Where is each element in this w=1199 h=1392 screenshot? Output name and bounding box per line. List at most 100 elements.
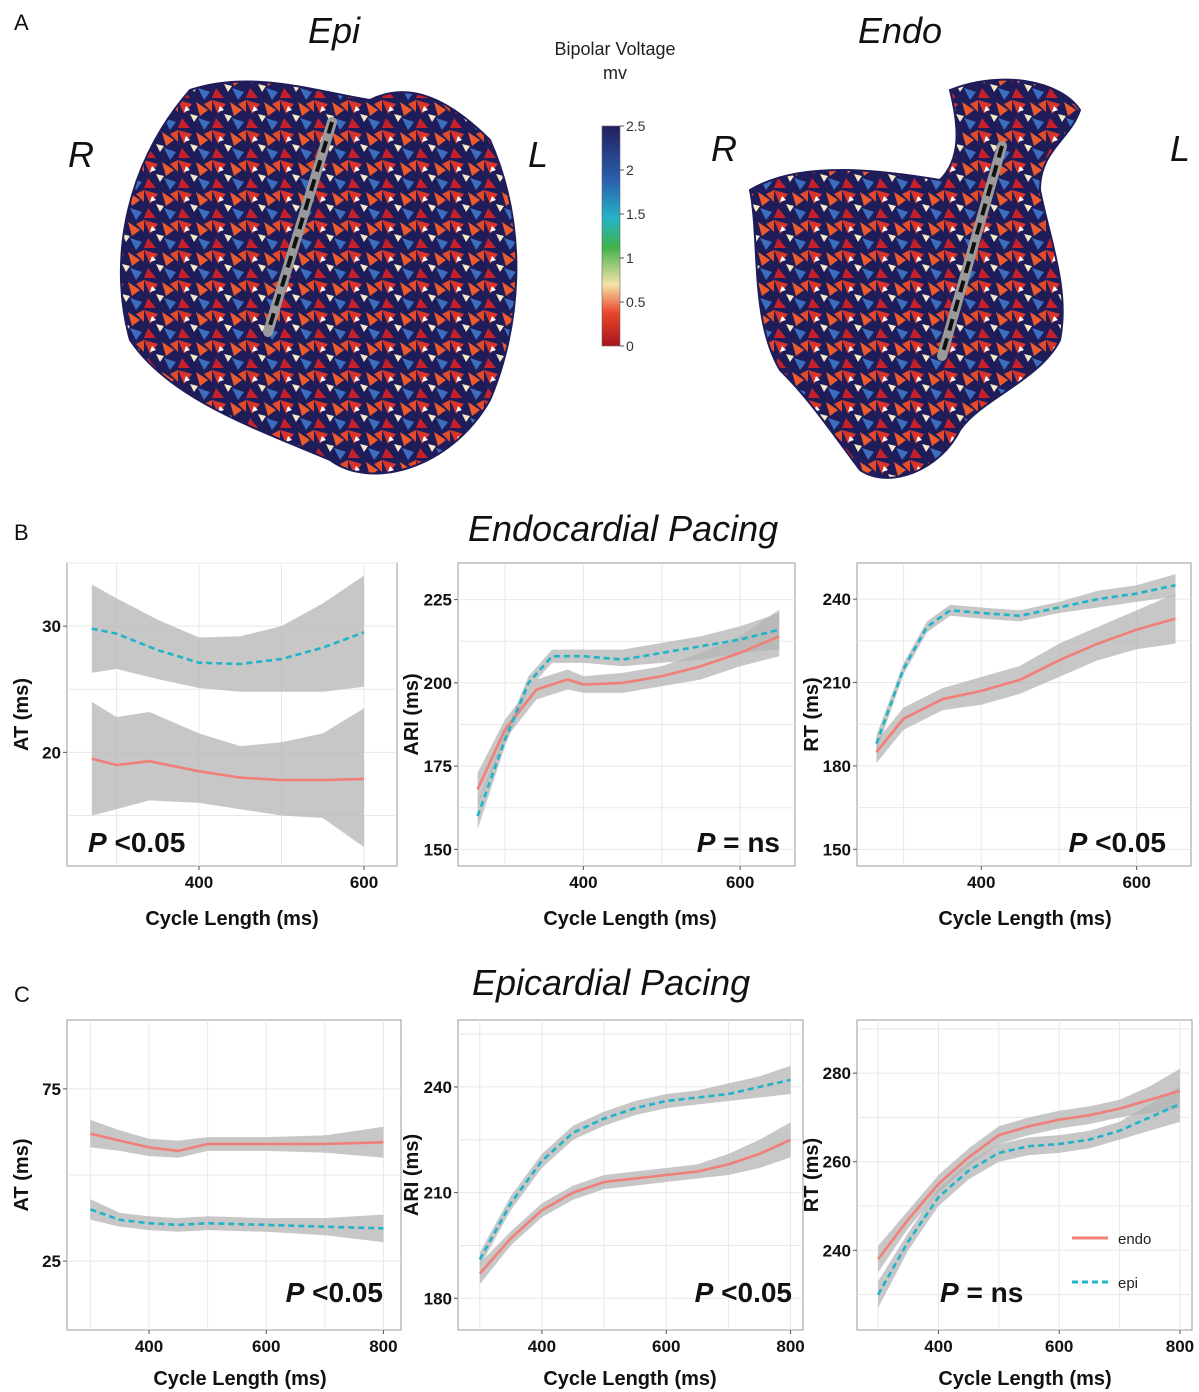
chart-b-ari: 400 600 150 175 200 225 Cycle Length (ms) ARI (… [401,562,796,930]
colorbar-title: Bipolar Voltage mv [515,37,715,85]
endo-left-label: L [1170,128,1191,169]
p-value-annotation: P = ns [697,827,780,858]
p-symbol: P [940,1277,959,1308]
x-tick-label: 800 [1166,1337,1194,1356]
panel-c-label: C [14,982,30,1007]
chart-b-at: 400 600 20 30 Cycle Length (ms) AT (ms) P <0.0… [11,562,398,930]
colorbar-tick-label: 1.5 [626,206,646,222]
y-tick-label: 210 [424,1184,452,1203]
series-line-endo [875,617,1176,753]
p-symbol: P [88,827,107,858]
epi-right-label: R [68,134,94,175]
y-axis-label: AT (ms) [11,678,33,751]
confidence-band-endo [878,1068,1180,1273]
y-tick-label: 25 [42,1252,61,1271]
x-tick-label: 600 [1122,873,1150,892]
y-tick-label: 260 [823,1153,851,1172]
x-axis-label: Cycle Length (ms) [938,908,1111,930]
plot-frame [457,562,796,867]
y-axis-label: RT (ms) [801,677,823,751]
p-value: = ns [959,1277,1024,1308]
legend-epi-label: epi [1118,1275,1138,1292]
chart-b-rt: 400 600 150 180 210 240 Cycle Length (ms) RT (m… [801,562,1192,930]
legend-endo-label: endo [1118,1231,1151,1248]
chart-c-ari: 400 600 800 180 210 240 Cycle Length (ms) ARI (… [401,1019,805,1390]
p-value: <0.05 [107,827,186,858]
y-tick-label: 150 [424,840,452,859]
y-tick-label: 240 [823,1241,851,1260]
p-symbol: P [1069,827,1088,858]
x-tick-label: 400 [528,1337,556,1356]
endocardial-pacing-title: Endocardial Pacing [468,508,779,549]
colorbar-tick-label: 0.5 [626,294,646,310]
endo-voltage-map [748,78,1082,479]
series-line-epi [478,1078,791,1261]
series-line-epi [875,583,1176,745]
colorbar-title-line2: mv [603,63,627,83]
series-line-endo [90,1132,384,1153]
epi-catheter-electrodes [266,121,334,333]
p-value: = ns [715,827,780,858]
y-tick-label: 175 [424,757,452,776]
legend: endo epi [1072,1231,1151,1292]
colorbar-tick-label: 2.5 [626,118,646,134]
colorbar-tick-label: 2 [626,162,634,178]
confidence-band-epi [90,1199,384,1243]
x-axis-label: Cycle Length (ms) [153,1368,326,1390]
series-line-epi [89,1208,384,1230]
confidence-band-endo [479,1122,791,1285]
y-tick-label: 20 [42,743,61,762]
x-tick-label: 400 [185,873,213,892]
x-tick-label: 400 [924,1337,952,1356]
epi-left-label: L [528,134,549,175]
panel-a-label: A [14,10,29,35]
y-tick-label: 240 [424,1078,452,1097]
y-axis-label: AT (ms) [11,1139,33,1212]
series-line-endo [478,1138,792,1275]
x-axis-label: Cycle Length (ms) [543,1368,716,1390]
y-axis-label: ARI (ms) [401,673,423,755]
y-tick-label: 200 [424,674,452,693]
x-axis-label: Cycle Length (ms) [938,1368,1111,1390]
colorbar: 2.5 2 1.5 1 0.5 0 [601,118,646,354]
epi-voltage-map [119,80,518,475]
endo-right-label: R [711,128,737,169]
confidence-band-endo [876,593,1176,764]
y-tick-label: 75 [42,1080,61,1099]
p-value: <0.05 [713,1277,792,1308]
chart-c-rt: 400 600 800 240 260 280 Cycle Length (ms) RT (m… [801,1019,1194,1390]
y-tick-label: 30 [42,617,61,636]
panel-b-label: B [14,520,29,545]
x-tick-label: 600 [726,873,754,892]
x-tick-label: 600 [350,873,378,892]
x-tick-label: 800 [776,1337,804,1356]
x-axis-label: Cycle Length (ms) [145,908,318,930]
colorbar-tick-label: 1 [626,250,634,266]
x-tick-label: 600 [652,1337,680,1356]
confidence-band-epi [91,575,365,692]
x-tick-label: 800 [369,1337,397,1356]
x-tick-label: 600 [252,1337,280,1356]
x-axis-label: Cycle Length (ms) [543,908,716,930]
y-tick-label: 210 [823,674,851,693]
endo-map-title: Endo [858,10,943,51]
p-symbol: P [695,1277,714,1308]
y-axis-label: ARI (ms) [401,1134,423,1216]
y-tick-label: 180 [424,1289,452,1308]
y-tick-label: 180 [823,757,851,776]
x-tick-label: 400 [569,873,597,892]
endo-catheter-electrodes [940,145,1004,357]
y-tick-label: 225 [424,591,452,610]
p-symbol: P [286,1277,305,1308]
x-tick-label: 400 [135,1337,163,1356]
x-tick-label: 600 [1045,1337,1073,1356]
y-tick-label: 280 [823,1064,851,1083]
colorbar-title-line1: Bipolar Voltage [554,39,676,59]
series-line-endo [877,1089,1181,1260]
p-value-annotation: P <0.05 [286,1277,383,1308]
series-line-epi [876,1102,1181,1296]
epicardial-pacing-title: Epicardial Pacing [472,962,751,1003]
y-tick-label: 240 [823,590,851,609]
epi-map-title: Epi [308,10,361,51]
